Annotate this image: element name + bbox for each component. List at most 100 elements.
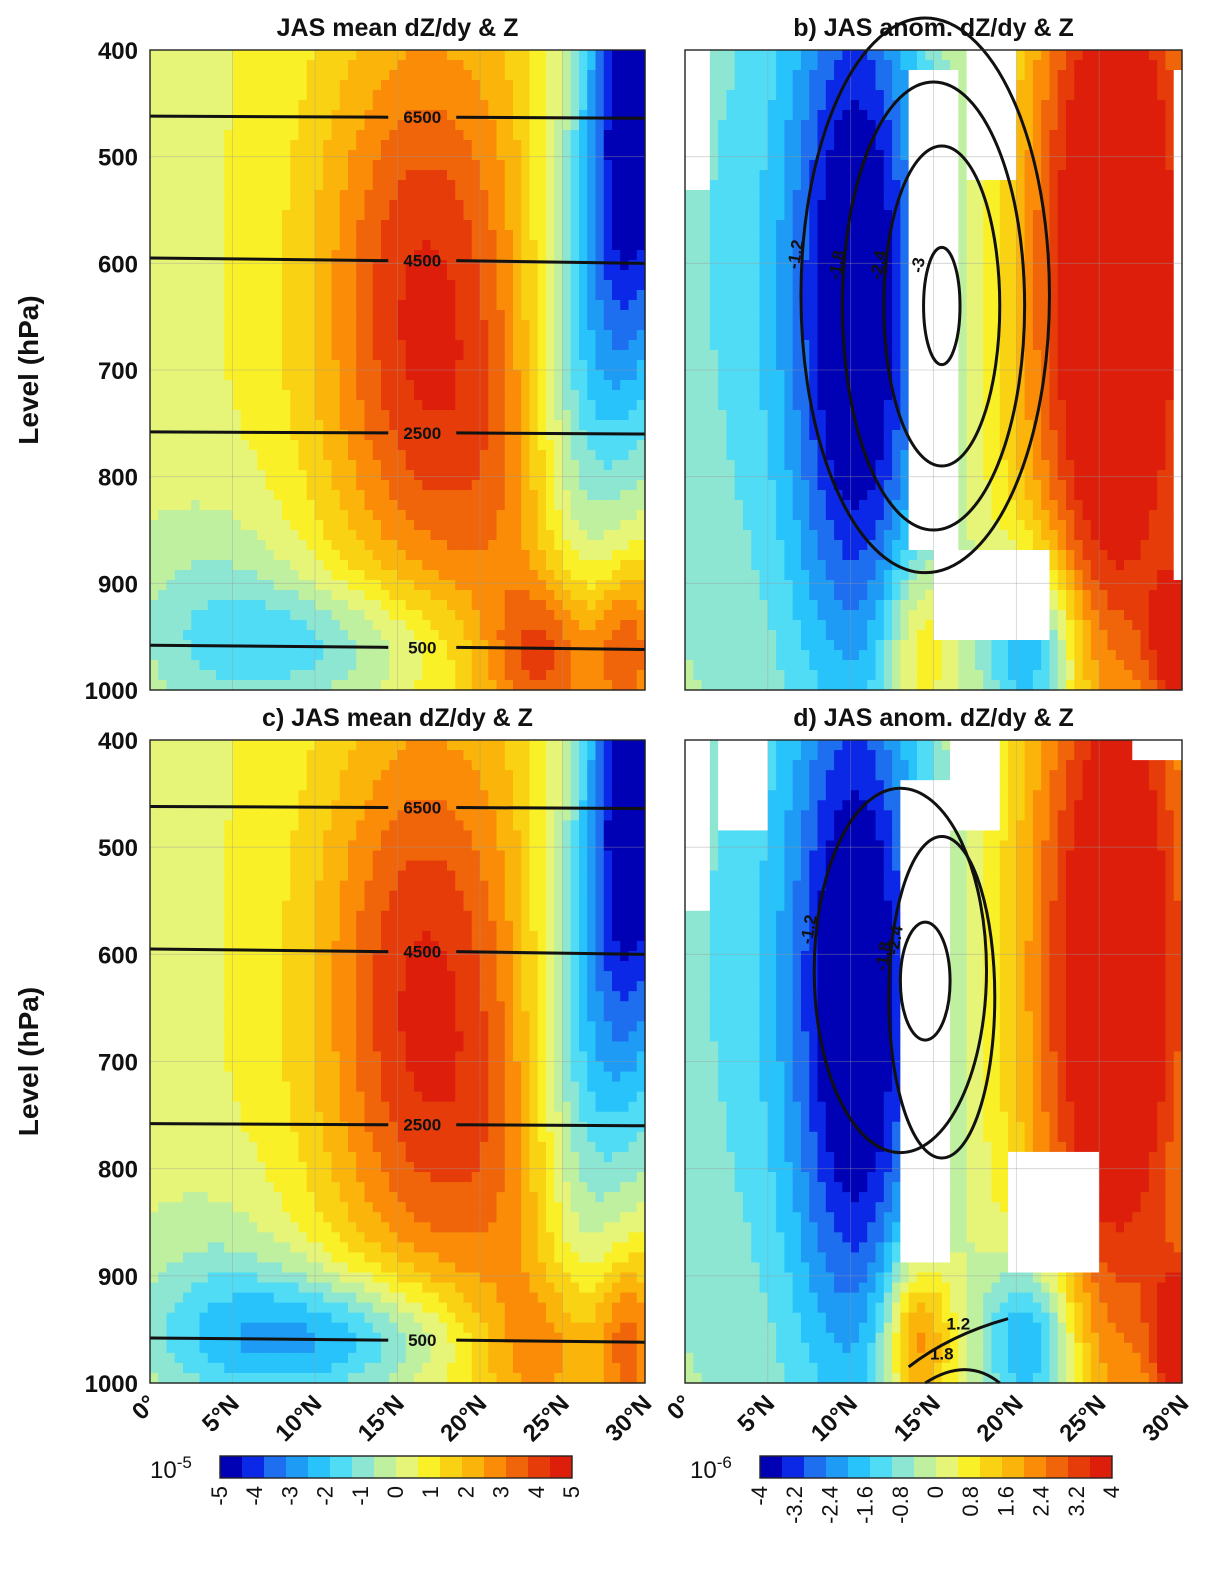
heatmap-cell [339,150,349,161]
heatmap-cell [784,590,794,601]
heatmap-cell [701,150,711,161]
heatmap-cell [587,50,597,61]
heatmap-cell [199,540,209,551]
heatmap-cell [480,210,489,221]
heatmap-cell [381,210,390,221]
heatmap-cell [726,600,736,611]
heatmap-cell [414,180,423,191]
heatmap-cell [405,630,415,641]
heatmap-cell [389,260,399,271]
heatmap-cell [430,110,440,121]
heatmap-cell [759,500,769,511]
heatmap-cell [174,630,184,641]
heatmap-cell [595,280,605,291]
heatmap-cell [447,680,456,691]
heatmap-cell [504,680,514,691]
heatmap-cell [273,530,283,541]
heatmap-cell [537,510,547,521]
heatmap-cell [685,150,694,161]
heatmap-cell [513,460,522,471]
heatmap-cell [389,340,399,351]
heatmap-cell [612,570,621,581]
heatmap-cell [265,270,275,281]
heatmap-cell [191,270,201,281]
heatmap-cell [199,560,209,571]
heatmap-cell [257,70,267,81]
heatmap-cell [174,290,184,301]
heatmap-cell [809,620,819,631]
heatmap-cell [298,680,308,691]
heatmap-cell [166,680,176,691]
heatmap-cell [554,110,564,121]
heatmap-cell [612,360,621,371]
heatmap-cell [546,440,555,451]
heatmap-cell [776,360,785,371]
heatmap-cell [742,200,752,211]
heatmap-cell [199,670,209,681]
heatmap-cell [306,650,316,661]
heatmap-cell [430,500,440,511]
heatmap-cell [389,610,399,621]
heatmap-cell [587,320,597,331]
heatmap-cell [504,300,514,311]
heatmap-cell [158,450,168,461]
heatmap-cell [183,330,192,341]
heatmap-cell [174,270,184,281]
heatmap-cell [315,610,324,621]
heatmap-cell [587,310,597,321]
heatmap-cell [817,580,827,591]
heatmap-cell [372,140,382,151]
heatmap-cell [529,340,539,351]
heatmap-cell [430,360,440,371]
heatmap-cell [166,590,176,601]
heatmap-cell [191,480,201,491]
heatmap-cell [792,180,802,191]
heatmap-cell [356,130,366,141]
heatmap-cell [240,390,250,401]
heatmap-cell [529,170,539,181]
heatmap-cell [784,670,794,681]
heatmap-cell [734,460,744,471]
heatmap-cell [298,300,308,311]
heatmap-cell [430,660,440,671]
heatmap-cell [603,560,613,571]
heatmap-cell [249,150,258,161]
heatmap-cell [767,460,777,471]
heatmap-cell [546,550,555,561]
heatmap-cell [471,290,481,301]
heatmap-cell [397,640,407,651]
heatmap-cell [767,640,777,651]
heatmap-cell [792,670,802,681]
heatmap-cell [397,350,407,361]
heatmap-cell [726,90,736,101]
heatmap-cell [282,650,291,661]
heatmap-cell [603,90,613,101]
heatmap-cell [546,490,555,501]
heatmap-cell [693,220,703,231]
heatmap-cell [348,330,357,341]
heatmap-cell [742,80,752,91]
heatmap-cell [471,150,481,161]
heatmap-cell [389,230,399,241]
heatmap-cell [339,450,349,461]
heatmap-cell [726,410,736,421]
heatmap-cell [784,70,794,81]
heatmap-cell [397,280,407,291]
heatmap-cell [513,190,522,201]
heatmap-cell [718,110,728,121]
heatmap-cell [480,480,489,491]
heatmap-cell [463,110,473,121]
heatmap-cell [595,470,605,481]
heatmap-cell [628,100,638,111]
heatmap-cell [496,510,506,521]
heatmap-cell [496,80,506,91]
heatmap-cell [397,660,407,671]
heatmap-cell [800,270,810,281]
heatmap-cell [776,370,785,381]
heatmap-cell [488,210,498,221]
heatmap-cell [191,320,201,331]
heatmap-cell [438,570,448,581]
heatmap-cell [628,530,638,541]
heatmap-cell [306,290,316,301]
heatmap-cell [734,170,744,181]
